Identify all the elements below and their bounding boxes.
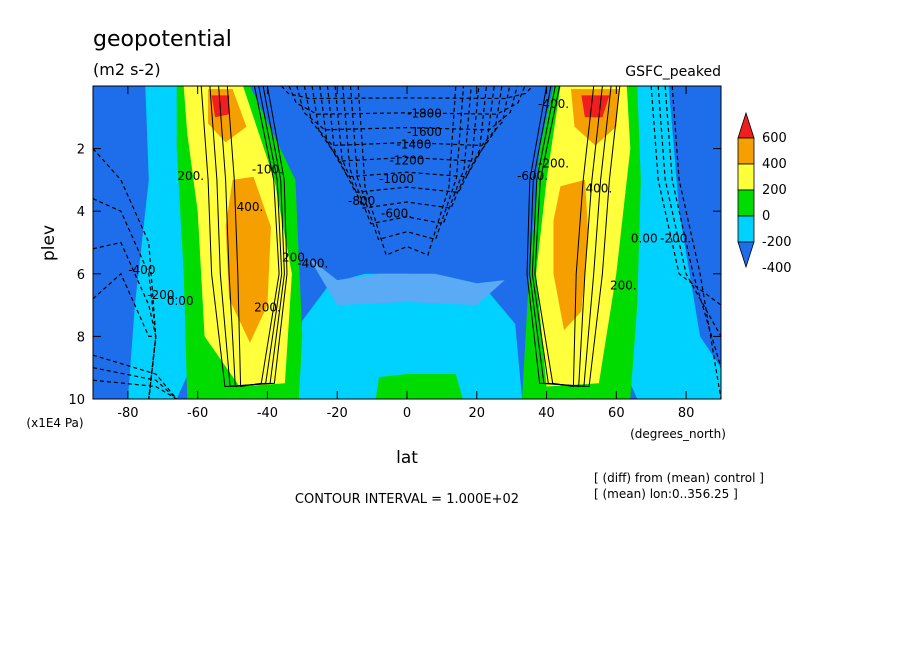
note-mean: [ (mean) lon:0..356.25 ] [594,487,738,501]
x-axis-ticks: -80 -60 -40 -20 0 20 40 60 80 [117,86,694,421]
x-axis-units: (degrees_north) [630,427,726,441]
y-tick-label: 10 [68,393,85,408]
contour-label: -600. [381,206,412,220]
contour-label: -1000 [379,172,414,186]
y-tick-label: 4 [77,205,85,220]
colorbar-label: -400 [762,261,792,276]
band-orange-west-2 [225,176,271,343]
chart-units: (m2 s-2) [93,60,161,79]
contour-label: -200. [538,156,569,170]
contour-label: -1200 [390,153,425,167]
x-tick-label: 80 [678,406,695,421]
contour-bottom-1 [93,367,178,399]
contour-east-polar-2 [664,86,721,368]
colorbar-label: 0 [762,209,770,224]
contour-label: -1600 [407,125,442,139]
y-axis-units: (x1E4 Pa) [26,416,83,430]
x-tick-label: 40 [538,406,555,421]
colorbar: 600 400 200 0 -200 -400 [737,111,792,276]
colorbar-top-arrow [737,111,755,139]
contour-label: 200. [610,278,637,292]
band-blue-top [295,86,526,268]
contour-label: -1800 [407,106,442,120]
contour-label: 400. [237,200,264,214]
contour-trough-2 [296,86,518,131]
colorbar-bottom-arrow [737,241,755,269]
contour-bottom-0 [93,354,178,399]
x-tick-label: 0 [403,406,411,421]
contour-label: 200. [254,300,281,314]
contour-east-polar-0 [650,86,721,306]
contour-label: -400 [128,263,155,277]
contour-trough-7 [334,86,480,209]
y-axis-label: plev [39,225,59,261]
band-cyan-east [619,86,721,399]
contour-east-polar-1 [657,86,721,337]
colorbar-label: -200 [762,235,792,250]
contour-label: -100. [252,163,283,177]
colorbar-segment [737,189,755,217]
chart-title: geopotential [93,27,232,52]
colorbar-label: 600 [762,131,787,146]
contour-label: 0.00 [167,294,194,308]
x-tick-label: -40 [257,406,278,421]
contour-trough-5 [319,86,495,178]
contour-lines [93,86,721,399]
contour-label: 200. [177,169,204,183]
colorbar-segment [737,163,755,191]
contour-label: -400. [297,257,328,271]
contour-trough-8 [342,86,472,225]
contour-labels: -1800-1600-1400-1200-1000-800-600.-400.2… [128,97,691,314]
band-green-bottom [375,374,463,399]
contour-label: -200. [660,232,691,246]
x-axis-label: lat [396,448,418,468]
y-axis-ticks: 2 4 6 8 10 [68,143,721,408]
contour-interval: CONTOUR INTERVAL = 1.000E+02 [295,492,519,507]
x-tick-label: 60 [608,406,625,421]
experiment-label: GSFC_peaked [625,64,721,80]
y-tick-label: 6 [77,268,85,283]
band-lightblue-mid [309,258,505,306]
contour-trough-3 [303,86,511,147]
contour-label: -400. [538,97,569,111]
y-tick-label: 8 [77,330,85,345]
x-tick-label: 20 [469,406,486,421]
x-tick-label: -60 [187,406,208,421]
colorbar-segment [737,215,755,243]
contour-trough-0 [280,86,534,100]
note-diff: [ (diff) from (mean) control ] [594,471,764,485]
contour-trough-10 [357,86,457,256]
contour-label: -1400 [397,138,432,152]
band-orange-east-2 [553,179,589,331]
band-cyan-center [291,273,523,399]
contour-east-polar-3 [671,86,721,399]
colorbar-label: 200 [762,183,787,198]
plot-area [93,86,721,399]
contour-trough-9 [349,86,465,241]
contour-west-polar-3 [93,272,157,399]
contour-trough-6 [326,86,488,194]
x-tick-label: -80 [117,406,138,421]
band-red-east [581,95,610,118]
colorbar-label: 400 [762,157,787,172]
contour-trough-1 [288,86,526,115]
colorbar-segment [737,137,755,165]
y-tick-label: 2 [77,143,85,158]
contour-bottom-2 [93,379,178,399]
contour-west-jet-3 [226,86,280,388]
contour-label: 400. [586,181,613,195]
contour-label: 200. [282,250,309,264]
contour-label: -200. [147,288,178,302]
contour-label: -600. [517,169,548,183]
x-tick-label: -20 [327,406,348,421]
contour-label: -800 [348,194,375,208]
contour-label: 0.00 [631,232,658,246]
contour-east-jet-3 [534,86,595,388]
contour-trough-4 [311,86,503,162]
